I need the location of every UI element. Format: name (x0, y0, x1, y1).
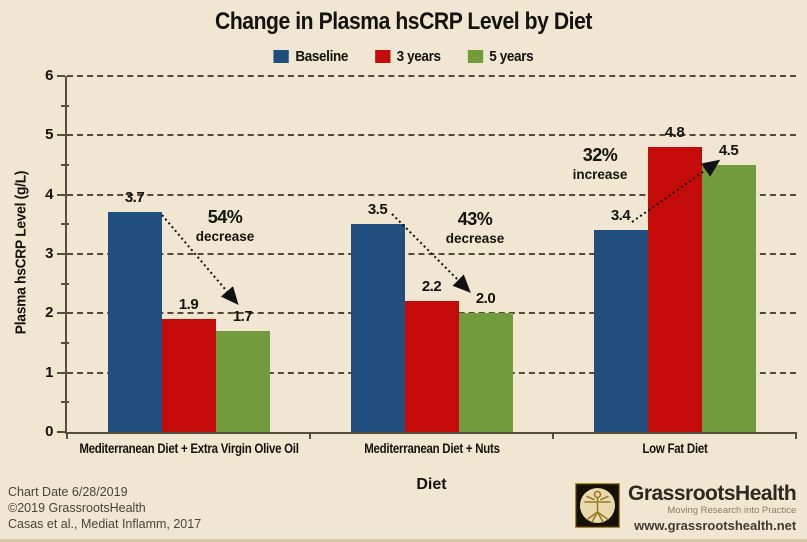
bar-baseline (593, 230, 648, 432)
annotation: 54% decrease (196, 207, 255, 244)
y-minor-tick (61, 223, 69, 226)
annotation-word: decrease (195, 229, 255, 244)
legend-label: 3 years (396, 48, 441, 65)
legend-item-baseline: Baseline (273, 48, 348, 65)
annotation-percent: 43% (457, 209, 493, 229)
legend-label: 5 years (489, 48, 534, 65)
bar-value-label: 2.0 (475, 290, 496, 308)
bar-value-label: 3.5 (367, 201, 388, 219)
grassrootshealth-logo: GrassrootsHealth Moving Research into Pr… (574, 482, 797, 534)
y-tick (57, 312, 65, 315)
legend-item-3-years: 3 years (374, 48, 441, 65)
bar-3-years (161, 319, 216, 432)
y-tick (57, 253, 65, 255)
logo-name: GrassrootsHealth (628, 482, 797, 505)
y-minor-tick (61, 104, 69, 107)
gridline (67, 193, 796, 196)
footer-citation: Casas et al., Mediat Inflamm, 2017 (8, 517, 202, 531)
y-tick-label: 3 (45, 245, 53, 262)
annotation: 32% increase (573, 145, 628, 182)
y-minor-tick (61, 401, 69, 404)
bar-3-years (404, 301, 459, 432)
y-tick-label: 4 (45, 185, 53, 203)
bar-5-years (458, 313, 513, 432)
x-tick (309, 432, 311, 439)
bar-value-label: 1.7 (232, 308, 253, 326)
y-minor-tick (61, 282, 69, 285)
bar-baseline (350, 224, 405, 432)
legend-swatch (467, 50, 483, 63)
x-tick (552, 432, 554, 439)
y-tick (57, 75, 65, 77)
logo-text: GrassrootsHealth Moving Research into Pr… (628, 482, 797, 534)
legend-item-5-years: 5 years (467, 48, 534, 65)
plot-area: 0 1 2 3 4 5 6 3.7 1.9 1.7 3.5 2.2 2.0 3.4 4.8 4.5 54% dec… (45, 67, 797, 440)
chart-title: Change in Plasma hsCRP Level by Diet (215, 8, 592, 35)
x-category-label: Mediterranean Diet + Nuts (363, 441, 500, 456)
bar-value-label: 3.7 (124, 189, 145, 207)
y-tick-label: 0 (45, 423, 53, 440)
bar-value-label: 1.9 (178, 296, 199, 314)
footer-chart-date: Chart Date 6/28/2019 (8, 485, 128, 499)
logo-tagline: Moving Research into Practice (667, 505, 797, 516)
y-tick (57, 371, 65, 374)
legend-swatch (374, 50, 391, 63)
bar-3-years (647, 147, 702, 432)
x-category-label: Mediterranean Diet + Extra Virgin Olive … (78, 441, 299, 456)
footer: Chart Date 6/28/2019 ©2019 GrassrootsHea… (8, 484, 201, 532)
annotation-percent: 32% (582, 145, 618, 165)
y-tick (57, 431, 65, 433)
y-tick (57, 193, 65, 196)
logo-url: www.grassrootshealth.net (634, 518, 797, 533)
y-tick-label: 1 (45, 363, 53, 381)
bar-baseline (107, 212, 162, 432)
annotation: 43% decrease (446, 209, 505, 246)
bar-value-label: 4.5 (718, 142, 739, 159)
legend-swatch (273, 50, 290, 63)
y-minor-tick (61, 342, 69, 344)
bottom-edge (0, 539, 807, 542)
y-tick-label: 5 (45, 126, 53, 144)
bar-value-label: 4.8 (664, 124, 685, 142)
y-tick-label: 2 (45, 304, 53, 322)
x-tick (795, 432, 797, 439)
y-tick (57, 134, 65, 137)
annotation-word: increase (572, 167, 628, 182)
bar-5-years (701, 165, 756, 432)
vitruvian-man-icon (574, 482, 621, 533)
y-tick-label: 6 (45, 67, 53, 84)
annotation-word: decrease (445, 231, 505, 246)
footer-copyright: ©2019 GrassrootsHealth (8, 501, 146, 515)
legend: Baseline 3 years 5 years (40, 48, 766, 65)
gridline (67, 134, 796, 137)
y-minor-tick (61, 164, 69, 166)
x-axis-title: Diet (416, 476, 447, 493)
x-category-label: Low Fat Diet (641, 441, 708, 456)
bar-5-years (215, 331, 270, 432)
legend-label: Baseline (295, 48, 348, 65)
annotation-percent: 54% (207, 207, 243, 227)
bar-value-label: 3.4 (610, 207, 631, 225)
gridline (67, 75, 796, 77)
x-tick (66, 432, 68, 439)
bar-value-label: 2.2 (421, 278, 442, 296)
